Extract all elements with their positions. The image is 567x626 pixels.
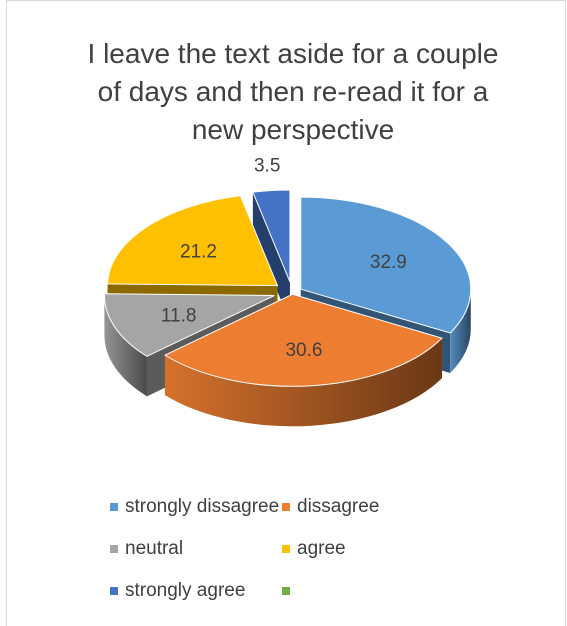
pie-labels: 32.9 30.6 11.8 21.2 3.5 — [161, 155, 407, 361]
legend-item-dissagree: dissagree — [282, 496, 452, 518]
slice-dissagree — [163, 293, 443, 387]
legend-swatch — [282, 503, 290, 511]
legend-row: neutral agree — [110, 528, 470, 570]
legend-label: strongly agree — [125, 580, 246, 601]
pie-tops — [103, 189, 472, 387]
data-label-dissagree: 30.6 — [285, 340, 322, 361]
slice-neutral — [103, 293, 275, 357]
legend-swatch — [282, 587, 290, 595]
legend-item-agree: agree — [282, 538, 452, 560]
legend-label: strongly dissagree — [125, 496, 280, 517]
legend-item-neutral: neutral — [110, 538, 282, 560]
legend-swatch — [282, 545, 290, 553]
data-label-strongly-agree: 3.5 — [254, 155, 280, 176]
legend-swatch — [110, 587, 118, 595]
slice-strongly-dissagree — [300, 196, 472, 334]
legend-swatch — [110, 545, 118, 553]
legend-item-strongly-dissagree: strongly dissagree — [110, 496, 282, 518]
chart-title: I leave the text aside for a couple of d… — [87, 38, 499, 145]
legend-label: neutral — [125, 538, 184, 559]
legend-item-strongly-agree: strongly agree — [110, 580, 282, 602]
slice-agree — [107, 195, 279, 287]
legend-swatch — [110, 503, 118, 511]
slice-neutral-side — [104, 295, 147, 397]
data-label-strongly-dissagree: 32.9 — [370, 252, 407, 273]
slice-dissagree-side — [164, 338, 442, 427]
legend-item-unlabeled — [282, 587, 452, 595]
legend-label: dissagree — [297, 496, 380, 517]
legend-row: strongly agree — [110, 570, 470, 612]
data-label-neutral: 11.8 — [161, 306, 197, 327]
chart-area: I leave the text aside for a couple of d… — [6, 0, 566, 626]
legend: strongly dissagree dissagree neutral agr… — [110, 486, 470, 612]
slice-strongly-agree — [252, 189, 291, 283]
slice-strongly-dissagree-side — [450, 289, 471, 373]
legend-label: agree — [297, 538, 346, 559]
slice-strongly-agree-face — [252, 192, 290, 322]
legend-row: strongly dissagree dissagree — [110, 486, 470, 528]
data-label-agree: 21.2 — [180, 242, 217, 263]
